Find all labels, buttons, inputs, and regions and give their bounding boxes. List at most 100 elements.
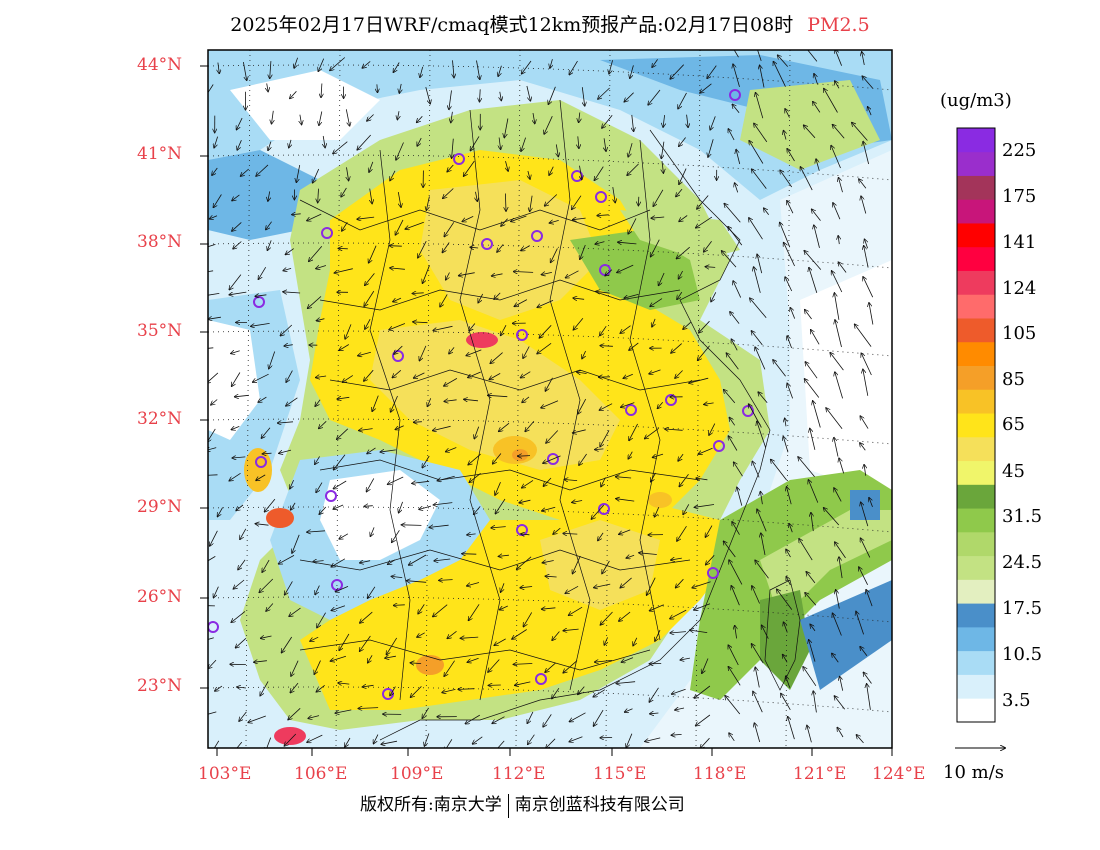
wind-vector [545,194,558,206]
wind-vector [754,723,761,743]
wind-vector [671,343,682,353]
wind-vector [266,737,272,748]
wind-vector [369,161,374,172]
wind-vector [333,504,344,509]
wind-vector [308,716,320,719]
wind-vector [395,219,404,235]
wind-vector [752,461,760,478]
wind-vector [650,604,664,611]
wind-vector [807,726,812,743]
wind-vector [318,58,325,72]
wind-vector [394,345,403,354]
wind-vector [434,559,451,561]
wind-vector [671,734,682,735]
wind-vector [618,242,637,244]
wind-vector [725,696,741,715]
colorbar-swatch [957,318,995,343]
wind-vector [291,660,299,676]
wind-vector [604,138,606,151]
wind-vector [670,609,687,619]
wind-vector [433,604,448,617]
wind-vector [544,116,553,134]
wind-vector [439,580,453,581]
wind-vector [628,143,633,157]
wind-vector [702,658,709,674]
wind-vector [289,607,301,616]
wind-vector [710,116,716,129]
wind-vector [218,62,219,74]
wind-vector [835,81,840,89]
wind-vector [832,653,839,663]
wind-vector [633,637,638,646]
colorbar-label: 65 [1002,414,1025,435]
wind-vector [840,677,844,691]
wind-vector [491,527,506,528]
wind-vector [578,686,585,695]
wind-vector [260,681,269,695]
wind-vector [296,165,301,182]
wind-vector [459,272,475,276]
wind-vector [213,194,222,208]
wind-vector [370,527,375,536]
wind-vector [605,269,613,276]
wind-vector [290,682,299,693]
wind-vector [522,396,530,403]
wind-vector [621,402,635,408]
wind-vector [835,50,842,66]
wind-vector [449,90,452,109]
wind-vector [392,530,400,542]
wind-vector [649,687,659,702]
wind-vector [495,498,506,514]
wind-vector [860,647,868,656]
colorbar-label: 225 [1002,140,1037,161]
wind-vector [572,501,583,503]
wind-vector [462,216,474,221]
wind-vector [433,425,451,430]
wind-vector [653,453,664,457]
lat-label: 38°N [137,232,183,252]
wind-vector [423,265,430,283]
wind-vector [866,590,873,607]
wind-vector [672,688,686,694]
wind-vector [694,685,711,698]
colorbar-label: 10.5 [1002,644,1043,665]
wind-vector [645,737,661,742]
wind-vector [239,711,247,721]
wind-vector [835,320,842,348]
wind-vector [788,717,795,740]
wind-vector [316,684,325,692]
lat-label: 32°N [137,409,183,429]
wind-vector [412,293,424,294]
wind-vector [453,60,455,77]
colorbar-label: 3.5 [1002,690,1031,711]
wind-vector [359,429,373,431]
wind-vector [360,635,371,651]
wind-vector [365,273,375,285]
wind-vector [501,325,507,335]
wind-vector [751,331,763,346]
wind-vector [698,345,710,361]
wind-vector [211,399,218,405]
wind-vector [752,644,764,664]
wind-vector [573,318,584,330]
wind-vector [834,696,846,710]
wind-vector [573,429,586,433]
wind-vector [370,188,372,204]
wind-vector [602,114,613,128]
wind-vector [860,443,866,451]
wind-vector [494,638,506,645]
wind-vector [706,555,715,564]
wind-vector [626,733,633,748]
wind-vector [711,292,717,301]
wind-vector [726,353,739,370]
wind-vector [542,272,552,274]
wind-vector [579,453,587,465]
wind-vector [569,736,583,742]
wind-vector [679,137,686,147]
wind-vector [464,160,475,176]
wind-vector [816,159,820,171]
wind-vector [523,612,533,626]
wind-vector [852,123,868,141]
wind-vector [315,399,321,407]
wind-vector [800,167,813,191]
